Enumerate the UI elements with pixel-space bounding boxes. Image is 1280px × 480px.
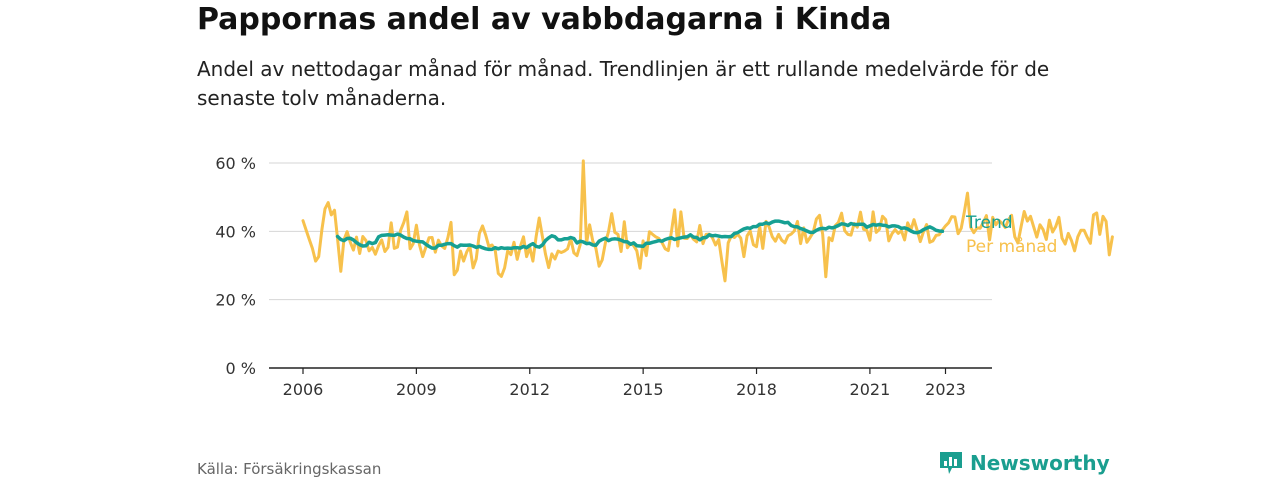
- brand-name: Newsworthy: [970, 451, 1110, 475]
- series-labels: Trend Per månad: [965, 213, 1057, 257]
- y-tick-label: 0 %: [226, 359, 256, 378]
- x-tick-label: 2009: [396, 380, 437, 399]
- chart-subtitle: Andel av nettodagar månad för månad. Tre…: [197, 57, 1050, 110]
- series-lines: [301, 159, 1114, 283]
- bar-chart-icon: [940, 452, 962, 474]
- x-tick-label: 2023: [925, 380, 966, 399]
- source-note: Källa: Försäkringskassan: [197, 460, 382, 478]
- y-tick-label: 40 %: [215, 222, 256, 241]
- x-tick-label: 2021: [850, 380, 891, 399]
- chart-title: Pappornas andel av vabbdagarna i Kinda: [197, 2, 892, 37]
- x-tick-label: 2006: [283, 380, 324, 399]
- grid-lines: [269, 162, 992, 301]
- y-tick-labels: 0 % 20 % 40 % 60 %: [215, 154, 256, 378]
- trend-label: Trend: [965, 213, 1013, 233]
- x-tick-label: 2012: [509, 380, 550, 399]
- x-axis: 2006 2009 2012 2015 2018 2021 2023: [269, 367, 992, 399]
- y-tick-label: 20 %: [215, 291, 256, 310]
- y-tick-label: 60 %: [215, 154, 256, 173]
- x-tick-label: 2018: [736, 380, 777, 399]
- newsworthy-logo[interactable]: Newsworthy: [940, 451, 1110, 475]
- x-tick-label: 2015: [623, 380, 664, 399]
- monthly-label: Per månad: [966, 236, 1057, 257]
- trend-line: [335, 219, 945, 252]
